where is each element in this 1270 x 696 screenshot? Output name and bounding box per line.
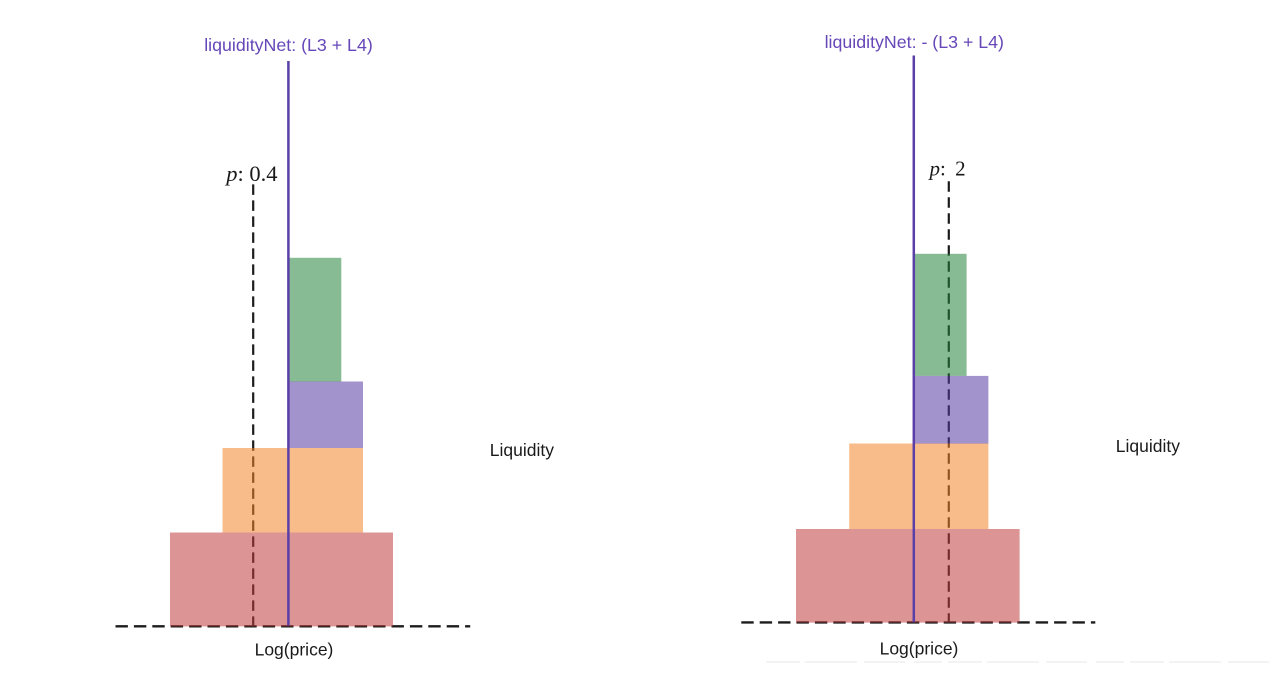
svg-text:Liquidity: Liquidity [1116,436,1180,456]
svg-text:Liquidity: Liquidity [490,440,554,460]
svg-text:liquidityNet: - (L3 + L4): liquidityNet: - (L3 + L4) [825,32,1004,52]
svg-text:p: 2: p: 2 [928,157,966,181]
svg-text:Log(price): Log(price) [255,640,334,660]
svg-text:liquidityNet: (L3 + L4): liquidityNet: (L3 + L4) [204,35,373,55]
svg-text:Log(price): Log(price) [880,639,959,659]
svg-text:p: 0.4: p: 0.4 [224,161,277,186]
